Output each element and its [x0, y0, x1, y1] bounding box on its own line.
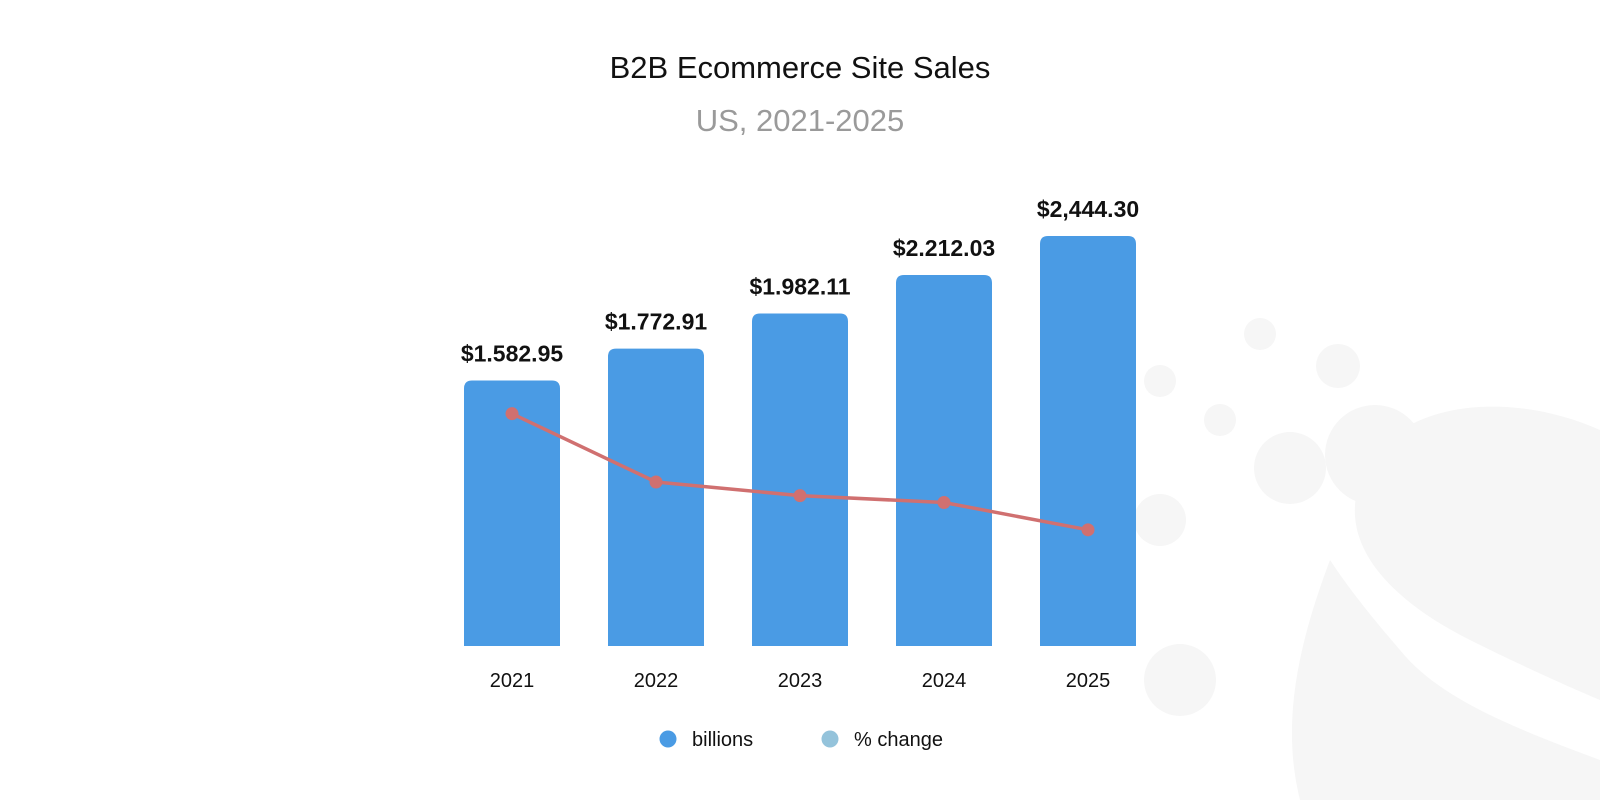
line-layer — [505, 407, 1095, 537]
legend-label-billions: billions — [692, 729, 753, 751]
bar-2023 — [752, 313, 848, 646]
legend-marker-billions — [659, 730, 677, 748]
bar-2022 — [608, 348, 704, 646]
labels-layer: $1.582.95 2021 $1.772.91 2022 $1.982.11 2023 $… — [461, 196, 1139, 692]
bar-2024 — [896, 274, 992, 646]
chart-subtitle: US, 2021-2025 — [696, 103, 905, 138]
bar-2021 — [464, 380, 560, 646]
legend: billions % change — [659, 729, 943, 751]
bars-layer — [464, 236, 1136, 646]
x-tick-label-2022: 2022 — [634, 670, 679, 692]
bar-2025 — [1040, 236, 1136, 646]
bar-value-label-2021: $1.582.95 — [461, 340, 564, 366]
bar-value-label-2025: $2,444.30 — [1037, 196, 1139, 222]
x-tick-label-2021: 2021 — [490, 670, 535, 692]
chart-title: B2B Ecommerce Site Sales — [610, 50, 991, 85]
x-tick-label-2025: 2025 — [1066, 670, 1111, 692]
pct-change-point-2022 — [649, 475, 663, 489]
bar-value-label-2022: $1.772.91 — [605, 309, 708, 335]
x-tick-label-2023: 2023 — [778, 670, 823, 692]
pct-change-point-2025 — [1081, 523, 1095, 537]
watermark-logo — [1134, 318, 1600, 800]
pct-change-point-2024 — [937, 496, 951, 509]
bar-value-label-2024: $2.212.03 — [893, 235, 995, 261]
pct-change-point-2023 — [793, 489, 807, 503]
legend-label-pct-change: % change — [854, 729, 943, 751]
bar-value-label-2023: $1.982.11 — [749, 274, 850, 300]
pct-change-point-2021 — [505, 407, 519, 421]
legend-marker-pct-change — [821, 730, 839, 748]
x-tick-label-2024: 2024 — [922, 670, 967, 692]
